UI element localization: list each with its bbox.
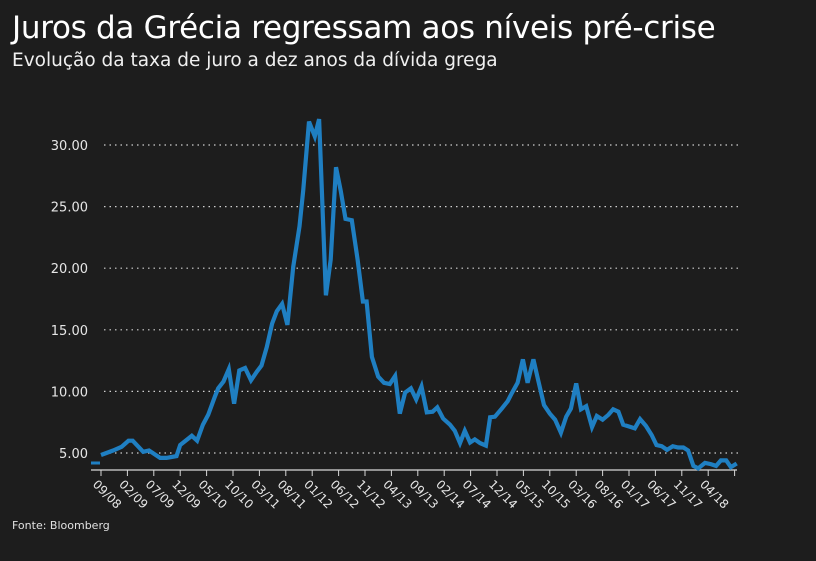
y-tick-label: 15.00	[51, 324, 88, 339]
x-tick-label: 03/16	[565, 477, 599, 511]
x-tick-label: 05/15	[512, 477, 546, 511]
x-tick-label: 08/16	[591, 477, 625, 511]
x-tick-label: 04/13	[380, 477, 414, 511]
x-tick-label: 07/09	[143, 477, 177, 511]
x-tick-label: 09/13	[407, 477, 441, 511]
x-tick-label: 02/09	[116, 477, 150, 511]
x-tick-label: 12/14	[486, 477, 520, 511]
y-tick-label: 5.00	[59, 447, 88, 462]
x-tick-label: 02/14	[433, 477, 467, 511]
chart-title: Juros da Grécia regressam aos níveis pré…	[12, 10, 716, 46]
x-tick-label: 05/10	[195, 477, 229, 511]
x-tick-label: 06/12	[327, 477, 361, 511]
x-tick-label: 01/17	[618, 477, 652, 511]
x-tick-label: 08/11	[275, 477, 309, 511]
y-tick-label: 20.00	[51, 262, 88, 277]
source-note: Fonte: Bloomberg	[12, 519, 110, 532]
x-tick-label: 03/11	[248, 477, 282, 511]
y-tick-label: 30.00	[51, 139, 88, 154]
series-line	[100, 118, 738, 471]
x-tick-label: 04/18	[697, 477, 731, 511]
x-tick-label: 12/09	[169, 477, 203, 511]
x-tick-label: 11/17	[671, 477, 705, 511]
chart-subtitle: Evolução da taxa de juro a dez anos da d…	[12, 50, 498, 71]
x-tick-label: 07/14	[459, 477, 493, 511]
x-tick-label: 01/12	[301, 477, 335, 511]
x-tick-label: 11/12	[354, 477, 388, 511]
x-tick-label: 10/15	[539, 477, 573, 511]
y-tick-label: 25.00	[51, 201, 88, 216]
x-tick-label: 10/10	[222, 477, 256, 511]
x-tick-label: 09/08	[90, 477, 124, 511]
x-tick-label: 06/17	[644, 477, 678, 511]
y-tick-label: 10.00	[51, 385, 88, 400]
